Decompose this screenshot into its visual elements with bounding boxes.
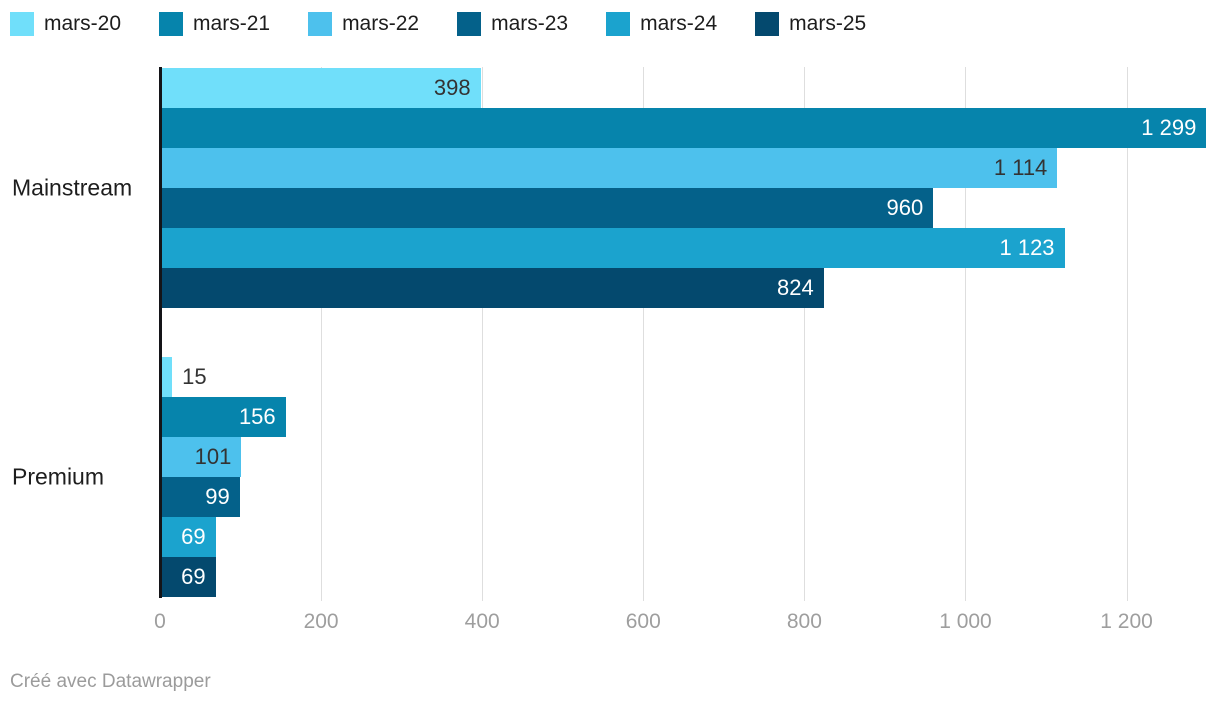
bar-row: 156 <box>160 397 1220 437</box>
legend-item-mars-23: mars-23 <box>457 12 568 36</box>
gridline-200 <box>321 67 323 601</box>
bar-mars-23-premium <box>160 477 240 517</box>
bar-row: 15 <box>160 357 1220 397</box>
bar-row: 824 <box>160 268 1220 308</box>
bar-value-label: 156 <box>238 404 276 429</box>
bar-row: 1 114 <box>160 148 1220 188</box>
bar-mars-21-mainstream <box>160 108 1207 148</box>
plot-area: 398 1 299 1 114 960 1 123 824 15 156 101 99 69 69 <box>159 67 1220 601</box>
bar-value-label: 15 <box>182 364 207 389</box>
gridline-600 <box>643 67 645 601</box>
bar-group-mainstream: 398 1 299 1 114 960 1 123 824 <box>160 68 1220 308</box>
bar-mars-25-premium <box>160 557 216 597</box>
bar-row: 398 <box>160 68 1220 108</box>
bar-value-label: 398 <box>433 75 471 100</box>
bar-mars-21-premium <box>160 397 286 437</box>
bar-mars-22-mainstream <box>160 148 1058 188</box>
legend: mars-20 mars-21 mars-22 mars-23 mars-24 mars-… <box>10 12 866 36</box>
x-tick-label-600: 600 <box>625 610 661 633</box>
x-tick-label-0: 0 <box>154 610 166 633</box>
color-swatch-icon <box>10 12 34 36</box>
bar-mars-25-mainstream <box>160 268 824 308</box>
bar-mars-22-premium <box>160 437 242 477</box>
legend-item-label: mars-23 <box>491 12 569 35</box>
bar-value-label: 1 299 <box>1141 115 1197 140</box>
color-swatch-icon <box>457 12 482 36</box>
legend-item-label: mars-22 <box>342 12 420 35</box>
gridline-1200 <box>1126 67 1128 601</box>
x-tick-label-800: 800 <box>786 610 822 633</box>
legend-item-label: mars-25 <box>789 12 867 35</box>
bar-value-label: 101 <box>194 444 232 469</box>
legend-item-mars-20: mars-20 <box>10 12 121 36</box>
bar-row: 1 123 <box>160 228 1220 268</box>
legend-item-mars-21: mars-21 <box>159 12 270 36</box>
legend-item-mars-22: mars-22 <box>308 12 419 36</box>
bar-row: 960 <box>160 188 1220 228</box>
bar-value-label: 69 <box>181 524 206 549</box>
category-label-premium: Premium <box>12 463 105 490</box>
color-swatch-icon <box>308 12 333 36</box>
bar-value-label: 1 123 <box>999 235 1055 260</box>
bar-mars-24-premium <box>160 517 216 557</box>
bar-value-label: 960 <box>886 195 924 220</box>
color-swatch-icon <box>159 12 184 36</box>
bar-mars-23-mainstream <box>160 188 934 228</box>
legend-item-label: mars-24 <box>640 12 718 35</box>
bar-row: 69 <box>160 557 1220 597</box>
footer-credit: Créé avec Datawrapper <box>10 671 211 692</box>
x-axis-ticks: 0 200 400 600 800 1 000 1 200 <box>154 610 1220 638</box>
color-swatch-icon <box>606 12 631 36</box>
gridline-1000 <box>965 67 967 601</box>
bar-value-label: 69 <box>181 564 206 589</box>
x-tick-label-1200: 1 200 <box>1100 610 1153 633</box>
x-tick-label-200: 200 <box>303 610 339 633</box>
gridline-800 <box>804 67 806 601</box>
x-tick-label-1000: 1 000 <box>939 610 992 633</box>
y-axis-line <box>159 67 162 598</box>
gridline-400 <box>482 67 484 601</box>
bar-value-label: 824 <box>777 275 814 300</box>
bar-row: 1 299 <box>160 108 1220 148</box>
legend-item-label: mars-21 <box>193 12 271 35</box>
bar-group-premium: 15 156 101 99 69 69 <box>160 357 1220 597</box>
bar-value-label: 1 114 <box>993 155 1048 180</box>
legend-item-mars-24: mars-24 <box>606 12 717 36</box>
bar-mars-20-premium <box>160 357 173 397</box>
category-label-mainstream: Mainstream <box>12 174 133 201</box>
bar-row: 99 <box>160 477 1220 517</box>
legend-item-mars-25: mars-25 <box>755 12 866 36</box>
bar-mars-24-mainstream <box>160 228 1065 268</box>
color-swatch-icon <box>755 12 780 36</box>
bar-mars-20-mainstream <box>160 68 481 108</box>
x-tick-label-400: 400 <box>464 610 500 633</box>
legend-item-label: mars-20 <box>44 12 122 35</box>
bar-row: 101 <box>160 437 1220 477</box>
bar-value-label: 99 <box>205 484 230 509</box>
bar-row: 69 <box>160 517 1220 557</box>
